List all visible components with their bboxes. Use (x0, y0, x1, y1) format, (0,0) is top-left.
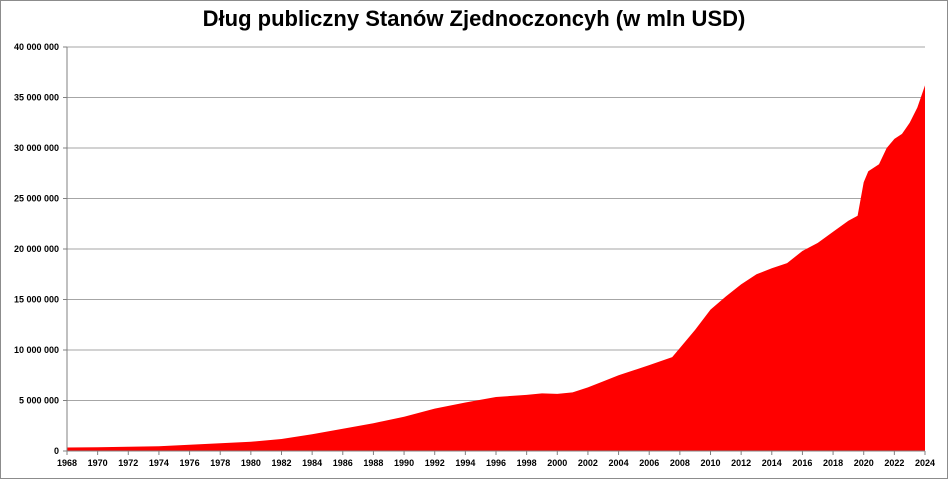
x-tick-label: 1986 (333, 458, 353, 468)
y-tick-label: 5 000 000 (19, 396, 59, 406)
y-tick-labels: 0 5 000 000 10 000 000 15 000 000 20 000 000… (14, 42, 59, 456)
y-tick-label: 10 000 000 (14, 345, 59, 355)
x-tick-label: 1990 (394, 458, 414, 468)
x-tick-label: 2016 (792, 458, 812, 468)
chart-title: Dług publiczny Stanów Zjednoczoncyh (w m… (202, 6, 746, 31)
x-tick-label: 1968 (57, 458, 77, 468)
x-tick-labels: 1968 1970 1972 1974 1976 1978 1980 1982 1984 1986… (57, 458, 935, 468)
x-tick-label: 2018 (823, 458, 843, 468)
x-tick-label: 1988 (363, 458, 383, 468)
x-tick-label: 1984 (302, 458, 322, 468)
axes (63, 46, 926, 455)
y-tick-label: 0 (54, 446, 59, 456)
y-tick-label: 25 000 000 (14, 194, 59, 204)
y-tick-label: 40 000 000 (14, 42, 59, 52)
area-series (67, 85, 925, 452)
x-tick-label: 2010 (700, 458, 720, 468)
x-tick-label: 2000 (547, 458, 567, 468)
x-tick-label: 1982 (271, 458, 291, 468)
x-tick-label: 1970 (88, 458, 108, 468)
x-tick-label: 1972 (118, 458, 138, 468)
x-tick-label: 2024 (915, 458, 935, 468)
y-tick-label: 15 000 000 (14, 295, 59, 305)
x-tick-label: 1978 (210, 458, 230, 468)
y-tick-label: 20 000 000 (14, 244, 59, 254)
x-tick-label: 2012 (731, 458, 751, 468)
y-tick-label: 30 000 000 (14, 143, 59, 153)
x-tick-label: 2022 (884, 458, 904, 468)
x-tick-label: 1998 (517, 458, 537, 468)
x-tick-label: 2014 (762, 458, 782, 468)
x-tick-label: 2008 (670, 458, 690, 468)
x-tick-label: 2004 (609, 458, 629, 468)
x-tick-label: 1980 (241, 458, 261, 468)
x-tick-label: 1996 (486, 458, 506, 468)
x-tick-label: 1976 (180, 458, 200, 468)
y-tick-label: 35 000 000 (14, 93, 59, 103)
x-tick-label: 2020 (854, 458, 874, 468)
x-tick-label: 2006 (639, 458, 659, 468)
x-tick-label: 1992 (425, 458, 445, 468)
debt-area (67, 85, 925, 452)
x-tick-label: 2002 (578, 458, 598, 468)
x-tick-label: 1994 (455, 458, 475, 468)
x-tick-label: 1974 (149, 458, 169, 468)
